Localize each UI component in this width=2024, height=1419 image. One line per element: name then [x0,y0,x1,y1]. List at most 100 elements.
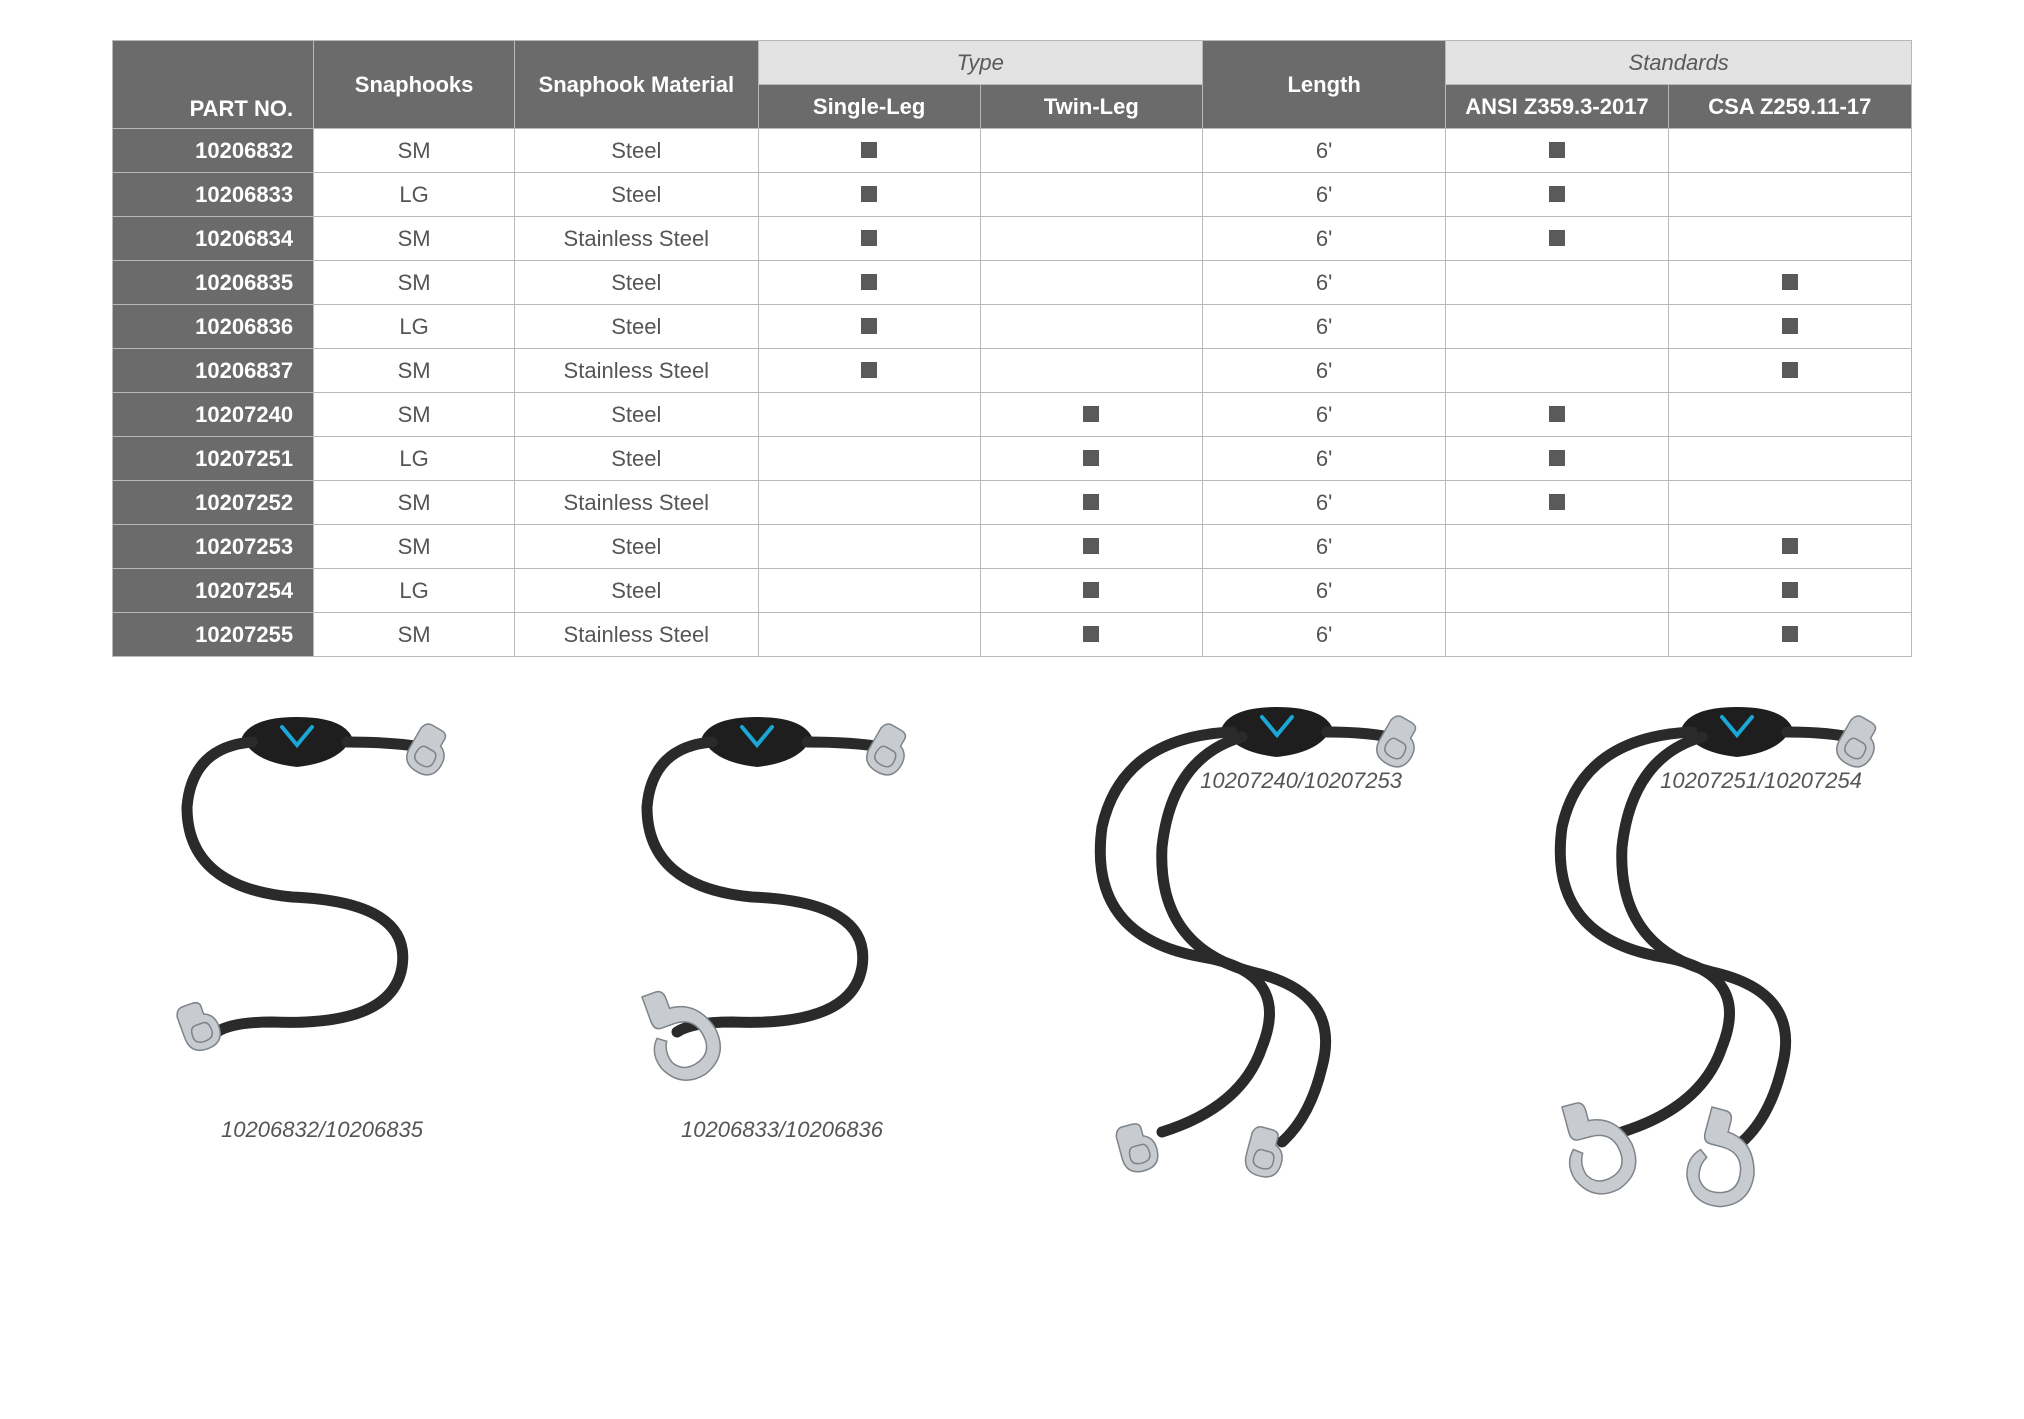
cell-ansi [1446,349,1668,393]
col-length: Length [1202,41,1445,129]
table-row: 10206833LGSteel6' [113,173,1912,217]
cell-csa [1668,393,1911,437]
table-row: 10207253SMSteel6' [113,525,1912,569]
cell-part-no: 10206837 [113,349,314,393]
check-marker-icon [1083,582,1099,598]
cell-part-no: 10207251 [113,437,314,481]
check-marker-icon [1549,186,1565,202]
cell-material: Stainless Steel [515,613,758,657]
cell-snaphooks: SM [314,349,515,393]
cell-material: Steel [515,393,758,437]
cell-part-no: 10206834 [113,217,314,261]
cell-twin-leg [980,261,1202,305]
cell-single-leg [758,437,980,481]
cell-length: 6' [1202,349,1445,393]
product-label: 10206833/10206836 [681,1117,883,1143]
cell-twin-leg [980,217,1202,261]
cell-part-no: 10207253 [113,525,314,569]
check-marker-icon [1549,230,1565,246]
check-marker-icon [1782,362,1798,378]
cell-material: Steel [515,129,758,173]
cell-length: 6' [1202,129,1445,173]
check-marker-icon [1549,450,1565,466]
cell-snaphooks: SM [314,129,515,173]
cell-ansi [1446,613,1668,657]
cell-ansi [1446,129,1668,173]
col-csa: CSA Z259.11-17 [1668,85,1911,129]
check-marker-icon [861,362,877,378]
cell-csa [1668,613,1911,657]
check-marker-icon [1549,494,1565,510]
col-ansi: ANSI Z359.3-2017 [1446,85,1668,129]
cell-length: 6' [1202,481,1445,525]
table-row: 10206837SMStainless Steel6' [113,349,1912,393]
cell-twin-leg [980,393,1202,437]
product-label: 10207240/10207253 [1200,768,1432,794]
check-marker-icon [1549,142,1565,158]
cell-part-no: 10207254 [113,569,314,613]
cell-twin-leg [980,349,1202,393]
cell-ansi [1446,525,1668,569]
check-marker-icon [1549,406,1565,422]
cell-csa [1668,129,1911,173]
cell-single-leg [758,613,980,657]
cell-csa [1668,437,1911,481]
cell-single-leg [758,173,980,217]
cell-single-leg [758,569,980,613]
product-illustrations: 10206832/10206835 10206833/10206836 1020… [112,687,1912,1247]
cell-part-no: 10207252 [113,481,314,525]
cell-twin-leg [980,173,1202,217]
cell-material: Stainless Steel [515,481,758,525]
cell-material: Stainless Steel [515,217,758,261]
cell-snaphooks: SM [314,481,515,525]
cell-twin-leg [980,525,1202,569]
col-part-no: PART NO. [113,41,314,129]
table-row: 10206834SMStainless Steel6' [113,217,1912,261]
spec-table: PART NO. Snaphooks Snaphook Material Typ… [112,40,1912,657]
cell-material: Steel [515,569,758,613]
cell-single-leg [758,393,980,437]
table-row: 10206835SMSteel6' [113,261,1912,305]
cell-material: Steel [515,173,758,217]
cell-ansi [1446,481,1668,525]
cell-part-no: 10206835 [113,261,314,305]
cell-twin-leg [980,305,1202,349]
cell-length: 6' [1202,437,1445,481]
cell-single-leg [758,349,980,393]
check-marker-icon [1782,318,1798,334]
cell-csa [1668,525,1911,569]
check-marker-icon [1782,626,1798,642]
cell-length: 6' [1202,613,1445,657]
check-marker-icon [1083,538,1099,554]
cell-length: 6' [1202,217,1445,261]
table-row: 10207255SMStainless Steel6' [113,613,1912,657]
product-label: 10206832/10206835 [221,1117,423,1143]
cell-single-leg [758,481,980,525]
cell-snaphooks: SM [314,393,515,437]
cell-ansi [1446,393,1668,437]
product-item: 10207240/10207253 [1032,687,1452,1247]
check-marker-icon [861,318,877,334]
cell-length: 6' [1202,305,1445,349]
check-marker-icon [1083,450,1099,466]
cell-length: 6' [1202,569,1445,613]
table-row: 10207251LGSteel6' [113,437,1912,481]
col-material: Snaphook Material [515,41,758,129]
cell-twin-leg [980,437,1202,481]
cell-snaphooks: LG [314,569,515,613]
cell-snaphooks: LG [314,305,515,349]
cell-ansi [1446,217,1668,261]
check-marker-icon [1782,274,1798,290]
col-twin-leg: Twin-Leg [980,85,1202,129]
cell-ansi [1446,173,1668,217]
check-marker-icon [861,230,877,246]
cell-length: 6' [1202,261,1445,305]
check-marker-icon [1782,538,1798,554]
cell-single-leg [758,217,980,261]
product-item: 10207251/10207254 [1492,687,1912,1247]
cell-twin-leg [980,569,1202,613]
cell-length: 6' [1202,173,1445,217]
table-row: 10207254LGSteel 6' [113,569,1912,613]
cell-length: 6' [1202,393,1445,437]
col-single-leg: Single-Leg [758,85,980,129]
